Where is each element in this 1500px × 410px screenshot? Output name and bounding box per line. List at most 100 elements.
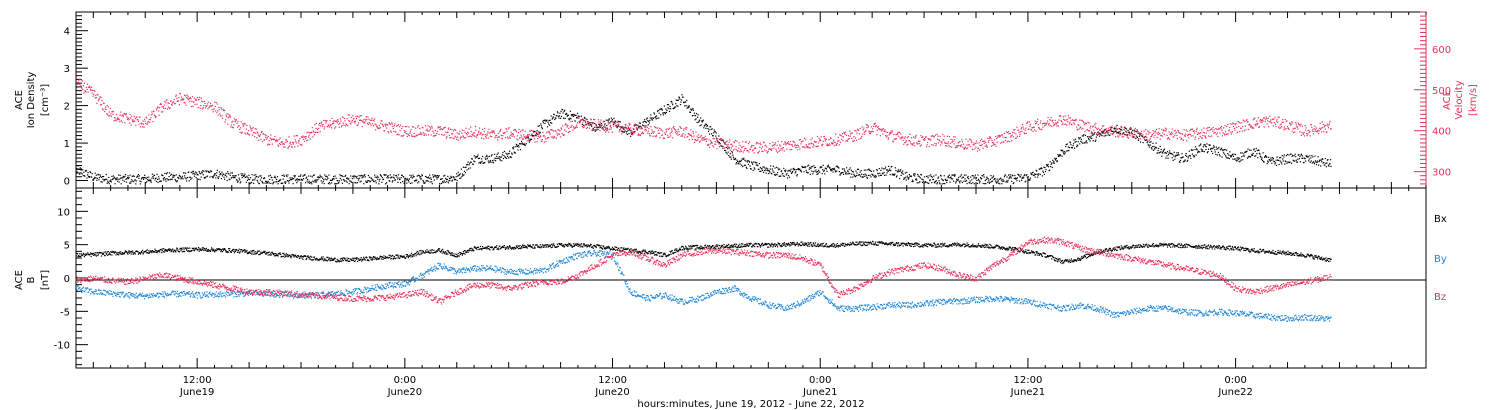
data-point [1039, 128, 1041, 130]
data-point [1125, 131, 1128, 133]
data-point [164, 107, 166, 110]
data-point [719, 143, 721, 145]
data-point [569, 126, 571, 128]
data-point [1133, 129, 1135, 131]
data-point [898, 170, 900, 172]
data-point [502, 151, 504, 154]
data-point [576, 124, 578, 126]
data-point [1202, 146, 1204, 148]
data-point [443, 180, 445, 182]
data-point [868, 130, 870, 132]
data-point [654, 116, 656, 118]
data-point [274, 175, 276, 177]
data-point [555, 130, 557, 132]
data-point [811, 137, 813, 139]
data-point [1023, 128, 1025, 130]
data-point [1206, 152, 1209, 154]
data-point [429, 181, 431, 183]
data-point [878, 128, 880, 130]
data-point [473, 134, 475, 137]
data-point [860, 175, 862, 177]
data-point [276, 139, 278, 141]
data-point [1228, 129, 1230, 131]
data-point [521, 129, 523, 131]
data-point [341, 175, 343, 177]
data-point [663, 112, 665, 114]
data-point [1276, 156, 1278, 158]
data-point [642, 121, 644, 123]
data-point [832, 143, 834, 145]
data-point [483, 138, 485, 140]
data-point [1148, 144, 1150, 146]
data-point [142, 120, 144, 122]
data-point [1237, 131, 1239, 134]
data-point [221, 175, 224, 177]
data-point [1107, 127, 1109, 129]
data-point [361, 119, 363, 122]
data-point [347, 177, 349, 179]
data-point [468, 168, 470, 170]
data-point [675, 129, 677, 131]
data-point [336, 122, 338, 124]
data-point [988, 182, 991, 184]
data-point [560, 115, 563, 118]
data-point [1265, 119, 1267, 121]
data-point [1194, 146, 1197, 148]
data-point [733, 142, 736, 144]
data-point [218, 176, 220, 178]
data-point [772, 170, 774, 172]
data-point [528, 138, 530, 140]
data-point [335, 126, 337, 128]
data-point [201, 108, 203, 110]
data-point [868, 168, 870, 170]
data-point [229, 174, 231, 176]
data-point [741, 164, 743, 166]
data-point [796, 146, 798, 149]
data-point [1171, 131, 1173, 133]
data-point [223, 178, 226, 180]
data-point [243, 174, 245, 177]
data-point [307, 139, 309, 141]
data-point [1112, 132, 1115, 134]
data-point [698, 120, 700, 122]
data-point [1126, 134, 1128, 136]
data-point [536, 132, 538, 134]
data-point [711, 142, 713, 144]
data-point [1160, 148, 1162, 151]
data-point [546, 126, 549, 128]
data-point [1201, 149, 1203, 151]
data-point [703, 137, 705, 139]
data-point [190, 178, 192, 180]
data-point [344, 174, 347, 176]
data-point [1256, 123, 1258, 125]
data-point [337, 120, 339, 122]
data-point [105, 106, 107, 108]
data-point [1188, 133, 1190, 135]
data-point [1205, 132, 1208, 134]
data-point [773, 174, 776, 176]
data-point [527, 136, 529, 138]
data-point [260, 138, 262, 141]
data-point [918, 140, 920, 142]
data-point [232, 175, 234, 177]
data-point [873, 170, 875, 172]
data-point [105, 178, 107, 181]
data-point [958, 180, 960, 182]
data-point [1259, 120, 1261, 122]
data-point [614, 123, 616, 125]
data-point [734, 158, 736, 161]
data-point [185, 104, 187, 106]
data-point [133, 115, 135, 118]
data-point [1109, 126, 1111, 128]
data-point [360, 175, 362, 177]
data-point [403, 176, 405, 178]
data-point [465, 127, 467, 129]
data-point [692, 109, 695, 111]
data-point [1252, 119, 1254, 121]
data-point [1107, 132, 1109, 134]
data-point [363, 183, 365, 185]
data-point [888, 169, 890, 172]
data-point [264, 133, 266, 136]
data-point [510, 131, 512, 133]
